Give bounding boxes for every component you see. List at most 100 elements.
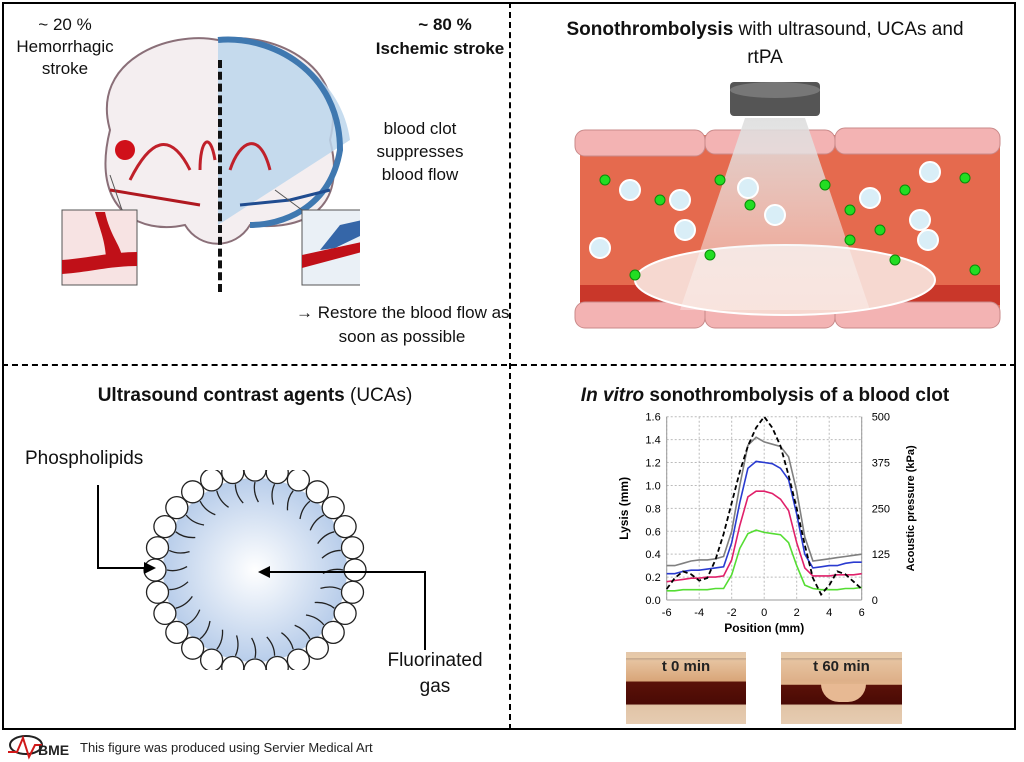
y2-tick-label: 0: [872, 595, 878, 607]
lipid-tail: [166, 566, 188, 572]
lipid-head: [265, 470, 289, 485]
lipid-tail: [314, 601, 335, 609]
lipid-tail: [251, 637, 257, 659]
y-tick-label: 1.6: [645, 412, 660, 424]
x-tick-label: 2: [794, 607, 800, 619]
y-tick-label: 0.2: [645, 572, 660, 584]
x-tick-label: 6: [859, 607, 865, 619]
ucas-title-rest: (UCAs): [344, 385, 413, 406]
clot-photo-after: t 60 min: [781, 652, 902, 724]
invitro-title-italic: In vitro: [580, 385, 645, 406]
hemorrhagic-label-1: Hemorrhagic: [16, 37, 114, 56]
lipid-tail: [175, 596, 193, 609]
x-axis-label: Position (mm): [724, 621, 804, 635]
horizontal-divider: [2, 364, 1016, 366]
lipid-head: [181, 636, 205, 660]
lipid-head: [333, 601, 357, 626]
lysis-chart: -6 -4 -2 0 2 4 6 0.0 0.2 0.4 0.6 0.8 1.0 1.2 1.4 1.6 0 12…: [617, 412, 917, 635]
gas-arrow: [270, 571, 426, 650]
credit-text: This figure was produced using Servier M…: [80, 740, 373, 755]
invitro-title: In vitro sonothrombolysis of a blood clo…: [515, 382, 1015, 409]
fluorinated-gas-label-1: Fluorinated: [387, 650, 483, 671]
lipid-tail: [309, 514, 325, 531]
lipid-head: [221, 655, 245, 670]
lysis-series-line-2: [666, 490, 862, 583]
clot-note-2: suppresses: [376, 142, 464, 161]
lipid-head: [321, 620, 345, 644]
phospholipid-shell: [143, 470, 367, 670]
lipid-tail: [253, 481, 259, 503]
y-tick-label: 1.2: [645, 458, 660, 470]
microbubbles: [589, 161, 941, 259]
lipid-head: [340, 536, 365, 560]
lipid-tail: [185, 514, 205, 526]
lipid-tail: [320, 586, 342, 591]
lipid-head: [199, 648, 224, 670]
lipid-tail: [199, 620, 211, 640]
hemorrhagic-percent: ~ 20 %: [38, 15, 92, 34]
y2-tick-label: 250: [872, 503, 890, 515]
sonothrombolysis-title-line2: rtPA: [747, 47, 783, 68]
ischemic-percent: ~ 80 %: [418, 15, 472, 34]
hemorrhagic-label-2: stroke: [41, 59, 89, 78]
ischemic-label: Ischemic stroke: [375, 39, 505, 58]
y2-tick-label: 125: [872, 549, 890, 561]
ucas-title-bold: Ultrasound contrast agents: [97, 385, 345, 406]
lipid-tail: [175, 531, 196, 539]
lipid-head: [153, 514, 177, 539]
lipid-tail: [286, 490, 294, 511]
logo-text: BME: [38, 742, 69, 758]
rtpa-molecules: [599, 172, 981, 281]
lipid-tail: [185, 609, 201, 626]
lipid-head: [145, 536, 170, 560]
lipid-head: [286, 648, 311, 670]
lipid-head: [340, 580, 365, 604]
y-tick-label: 0.8: [645, 503, 660, 515]
lipid-head: [243, 470, 267, 482]
lipid-tail: [216, 629, 224, 650]
lipid-tail: [317, 531, 335, 544]
lipid-head: [305, 480, 329, 504]
lipid-head: [199, 470, 224, 492]
phospholipids-label: Phospholipids: [25, 448, 144, 469]
gas-core: [163, 478, 347, 662]
x-tick-label: -6: [662, 607, 672, 619]
lipid-tail: [199, 500, 216, 516]
fluorinated-gas-label: Fluorinated gas: [370, 648, 500, 700]
lipid-tail: [234, 484, 244, 504]
lipid-head: [333, 514, 357, 539]
lipid-tail: [168, 549, 190, 554]
lipid-tail: [294, 624, 311, 640]
x-tick-label: 4: [826, 607, 832, 619]
y-tick-label: 0.6: [645, 526, 660, 538]
y-tick-label: 1.0: [645, 480, 660, 492]
y-axis-label: Lysis (mm): [617, 477, 631, 540]
lysis-series-line-0: [666, 436, 862, 567]
photo-before-label: t 0 min: [661, 658, 711, 675]
sonothrombolysis-title-rest: with ultrasound, UCAs and: [733, 19, 964, 40]
lipid-head: [165, 620, 189, 644]
lipid-head: [343, 558, 367, 582]
y-tick-label: 0.0: [645, 595, 660, 607]
lipid-tail: [281, 632, 294, 650]
photo-after-label: t 60 min: [813, 658, 870, 675]
vertical-divider: [509, 2, 511, 730]
fluorinated-gas-label-2: gas: [419, 676, 451, 697]
restore-note-2: soon as possible: [338, 327, 466, 346]
lipid-tail: [271, 483, 276, 505]
phospholipids-arrow: [97, 485, 146, 569]
lipid-tail: [234, 635, 239, 657]
clot-note-1: blood clot: [383, 119, 457, 138]
lipid-head: [145, 580, 170, 604]
lipid-head: [165, 496, 189, 520]
lysis-series-line-1: [666, 460, 862, 575]
lipid-head: [243, 658, 267, 670]
ucas-title: Ultrasound contrast agents (UCAs): [5, 382, 505, 409]
lipid-tail: [321, 549, 341, 559]
lipid-head: [286, 470, 311, 492]
hemisphere-divider: [218, 60, 222, 292]
lipid-tail: [216, 490, 229, 508]
brain-illustration: [61, 36, 360, 286]
x-tick-label: 0: [761, 607, 767, 619]
clot-photo-before: t 0 min: [626, 652, 746, 724]
